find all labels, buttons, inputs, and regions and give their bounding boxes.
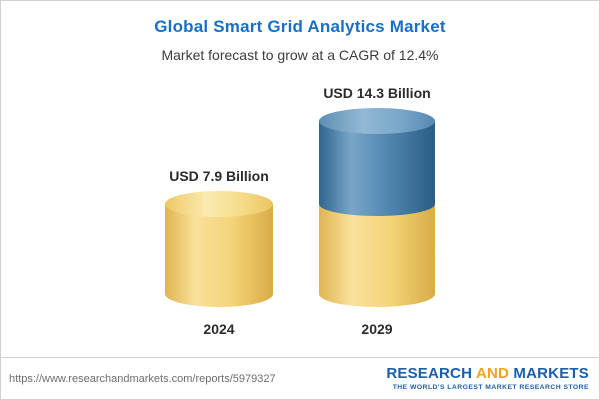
bar-group-2024: USD 7.9 Billion 2024: [165, 168, 273, 337]
cylinder-2029-blue-segment: [319, 121, 435, 217]
footer: https://www.researchandmarkets.com/repor…: [1, 357, 599, 399]
cylinder-2029: [319, 108, 435, 307]
chart-header: Global Smart Grid Analytics Market Marke…: [1, 17, 599, 63]
cylinder-2024-body: [165, 204, 273, 307]
cylinder-2029-cap: [319, 108, 435, 135]
logo-wordmark: RESEARCH AND MARKETS: [386, 365, 589, 382]
chart-title: Global Smart Grid Analytics Market: [154, 17, 446, 36]
logo-word-and: AND: [475, 364, 510, 382]
cylinder-2024: [165, 191, 273, 307]
logo-tagline: THE WORLD'S LARGEST MARKET RESEARCH STOR…: [392, 384, 589, 392]
researchandmarkets-logo: RESEARCH AND MARKETS THE WORLD'S LARGEST…: [386, 365, 589, 392]
logo-word-research: RESEARCH: [386, 364, 473, 382]
value-label-2024: USD 7.9 Billion: [169, 168, 269, 185]
year-label-2024: 2024: [203, 321, 235, 337]
bar-group-2029: USD 14.3 Billion 2029: [319, 85, 435, 337]
logo-word-markets: MARKETS: [513, 364, 589, 382]
report-url: https://www.researchandmarkets.com/repor…: [9, 372, 276, 385]
cylinder-2029-yellow-segment: [319, 204, 435, 307]
chart-subtitle: Market forecast to grow at a CAGR of 12.…: [161, 47, 439, 63]
value-label-2029: USD 14.3 Billion: [323, 85, 431, 102]
bar-chart: USD 7.9 Billion 2024 USD 14.3 Billion 20…: [1, 85, 599, 337]
cylinder-2024-cap: [165, 191, 273, 218]
year-label-2029: 2029: [361, 321, 393, 337]
